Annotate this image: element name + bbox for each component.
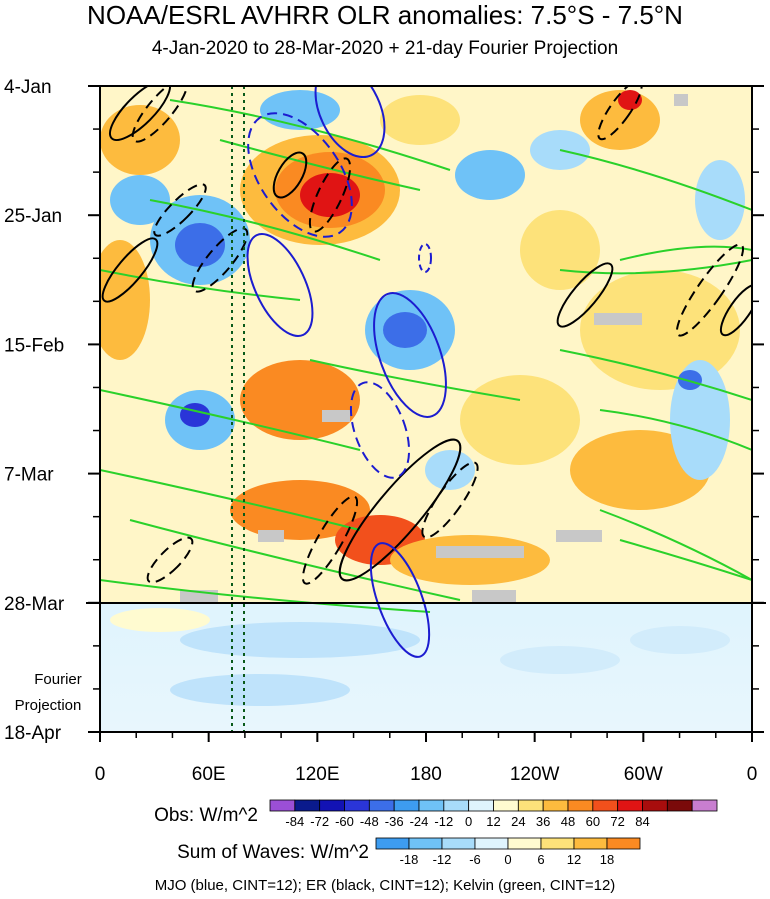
- colorbar-swatch: [540, 837, 575, 850]
- colorbar-swatch: [517, 799, 544, 812]
- colorbar-swatch: [319, 799, 345, 812]
- colorbar-tick-label: 18: [600, 852, 614, 867]
- colorbar-swatch: [573, 837, 608, 850]
- projection-label-1: Fourier: [34, 671, 82, 688]
- colorbar-swatch: [344, 799, 370, 812]
- colorbar-swatch: [393, 799, 420, 812]
- colorbar-swatch: [592, 799, 619, 812]
- colorbar-tick-label: 48: [561, 814, 575, 829]
- colorbar-tick-label: -6: [469, 852, 481, 867]
- x-tick-label: 60W: [624, 764, 663, 785]
- colorbar-tick-label: 6: [537, 852, 544, 867]
- colorbar-swatch: [642, 799, 668, 812]
- colorbar-tick-label: -48: [360, 814, 379, 829]
- colorbar-tick-label: 24: [511, 814, 525, 829]
- colorbar-tick-label: 12: [486, 814, 500, 829]
- colorbar-swatch: [468, 799, 494, 812]
- colorbar-swatch: [493, 799, 519, 812]
- colorbar-swatch: [666, 799, 693, 812]
- er-contours: [101, 86, 752, 585]
- colorbar-tick-label: -36: [385, 814, 404, 829]
- colorbar-tick-label: -84: [285, 814, 304, 829]
- colorbar-swatch: [368, 799, 395, 812]
- projection-background: [100, 603, 752, 732]
- colorbar-swatch: [441, 837, 476, 850]
- y-tick-label: 15-Feb: [4, 335, 64, 356]
- colorbar-tick-label: 84: [635, 814, 649, 829]
- x-tick-label: 180: [410, 764, 442, 785]
- x-tick-label: 60E: [192, 764, 226, 785]
- colorbar-swatch: [294, 799, 321, 812]
- colorbar-tick-label: -18: [400, 852, 419, 867]
- x-tick-label: 0: [95, 764, 106, 785]
- projection-label-2: Projection: [15, 697, 82, 714]
- colorbar-tick-label: 72: [610, 814, 624, 829]
- colorbar-tick-label: -60: [335, 814, 354, 829]
- colorbar-tick-label: -72: [310, 814, 329, 829]
- colorbar-swatch: [408, 837, 443, 850]
- y-axis: 4-Jan 25-Jan 15-Feb 7-Mar 28-Mar 18-Apr: [4, 77, 764, 744]
- colorbar-swatch: [507, 837, 542, 850]
- colorbar-swatch: [691, 799, 718, 812]
- colorbar-tick-label: -24: [410, 814, 429, 829]
- colorbar-tick-label: 0: [465, 814, 472, 829]
- colorbar-tick-label: -12: [434, 814, 453, 829]
- colorbar-swatch: [617, 799, 643, 812]
- y-tick-label: 18-Apr: [4, 723, 62, 744]
- chart-subtitle: 4-Jan-2020 to 28-Mar-2020 + 21-day Fouri…: [151, 38, 619, 59]
- colorbar-swatch: [269, 799, 296, 812]
- colorbar-tick-label: 60: [586, 814, 600, 829]
- obs-colorbar-label: Obs: W/m^2: [154, 805, 258, 826]
- mjo-contours: [246, 86, 447, 658]
- waves-colorbar: -18 -12 -6 0 6 12 18: [375, 837, 641, 867]
- x-axis: 0 60E 120E 180 120W 60W 0: [95, 732, 758, 785]
- colorbar-swatch: [418, 799, 445, 812]
- waves-colorbar-label: Sum of Waves: W/m^2: [177, 842, 369, 863]
- colorbar-swatch: [606, 837, 641, 850]
- chart-title: NOAA/ESRL AVHRR OLR anomalies: 7.5°S - 7…: [87, 0, 683, 30]
- colorbar-swatch: [567, 799, 594, 812]
- colorbar-swatch: [375, 837, 410, 850]
- colorbar-swatch: [542, 799, 569, 812]
- kelvin-contours: [100, 99, 752, 613]
- projection-field: [110, 608, 730, 706]
- obs-colorbar: -84 -72 -60 -48 -36 -24 -12 0 12 24 36 48 60 72 84: [269, 799, 718, 829]
- y-tick-label: 25-Jan: [4, 206, 62, 227]
- x-tick-label: 0: [747, 764, 758, 785]
- colorbar-tick-label: -12: [433, 852, 452, 867]
- y-tick-label: 28-Mar: [4, 594, 65, 615]
- colorbar-tick-label: 36: [536, 814, 550, 829]
- x-tick-label: 120W: [510, 764, 560, 785]
- anomaly-field: [100, 90, 745, 602]
- colorbar-swatch: [474, 837, 509, 850]
- legend-footnote: MJO (blue, CINT=12); ER (black, CINT=12)…: [154, 877, 616, 894]
- y-tick-label: 7-Mar: [4, 465, 54, 486]
- colorbar-tick-label: 12: [567, 852, 581, 867]
- x-tick-label: 120E: [295, 764, 339, 785]
- colorbar-tick-label: 0: [504, 852, 511, 867]
- y-tick-label: 4-Jan: [4, 77, 52, 98]
- colorbar-swatch: [443, 799, 470, 812]
